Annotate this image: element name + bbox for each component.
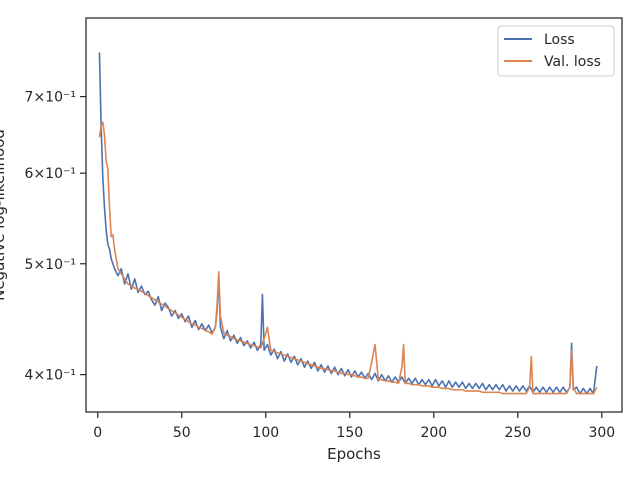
x-axis-label: Epochs: [327, 445, 381, 463]
series-line-0: [98, 52, 598, 395]
x-tick-label: 300: [588, 425, 615, 441]
x-tick-label: 150: [336, 425, 363, 441]
y-tick-label: 6×10⁻¹: [25, 166, 76, 182]
series-layer: [98, 52, 598, 395]
legend: Loss Val. loss: [497, 25, 615, 77]
x-tick-label: 250: [504, 425, 531, 441]
y-tick-label: 7×10⁻¹: [25, 90, 76, 106]
legend-label: Val. loss: [544, 54, 601, 70]
x-axis: 0 50 100 150 200 250 300: [93, 412, 615, 441]
y-axis: 4×10⁻¹ 5×10⁻¹ 6×10⁻¹ 7×10⁻¹: [25, 90, 86, 384]
x-tick-label: 200: [420, 425, 447, 441]
series-line-1: [98, 121, 598, 395]
plot-frame: [85, 17, 623, 413]
y-axis-label: Negative log-likelihood: [0, 129, 8, 301]
y-tick-label: 4×10⁻¹: [25, 368, 76, 384]
x-tick-label: 100: [252, 425, 279, 441]
x-tick-label: 0: [93, 425, 102, 441]
legend-label: Loss: [544, 32, 575, 48]
y-tick-label: 5×10⁻¹: [25, 257, 76, 273]
x-tick-label: 50: [173, 425, 191, 441]
